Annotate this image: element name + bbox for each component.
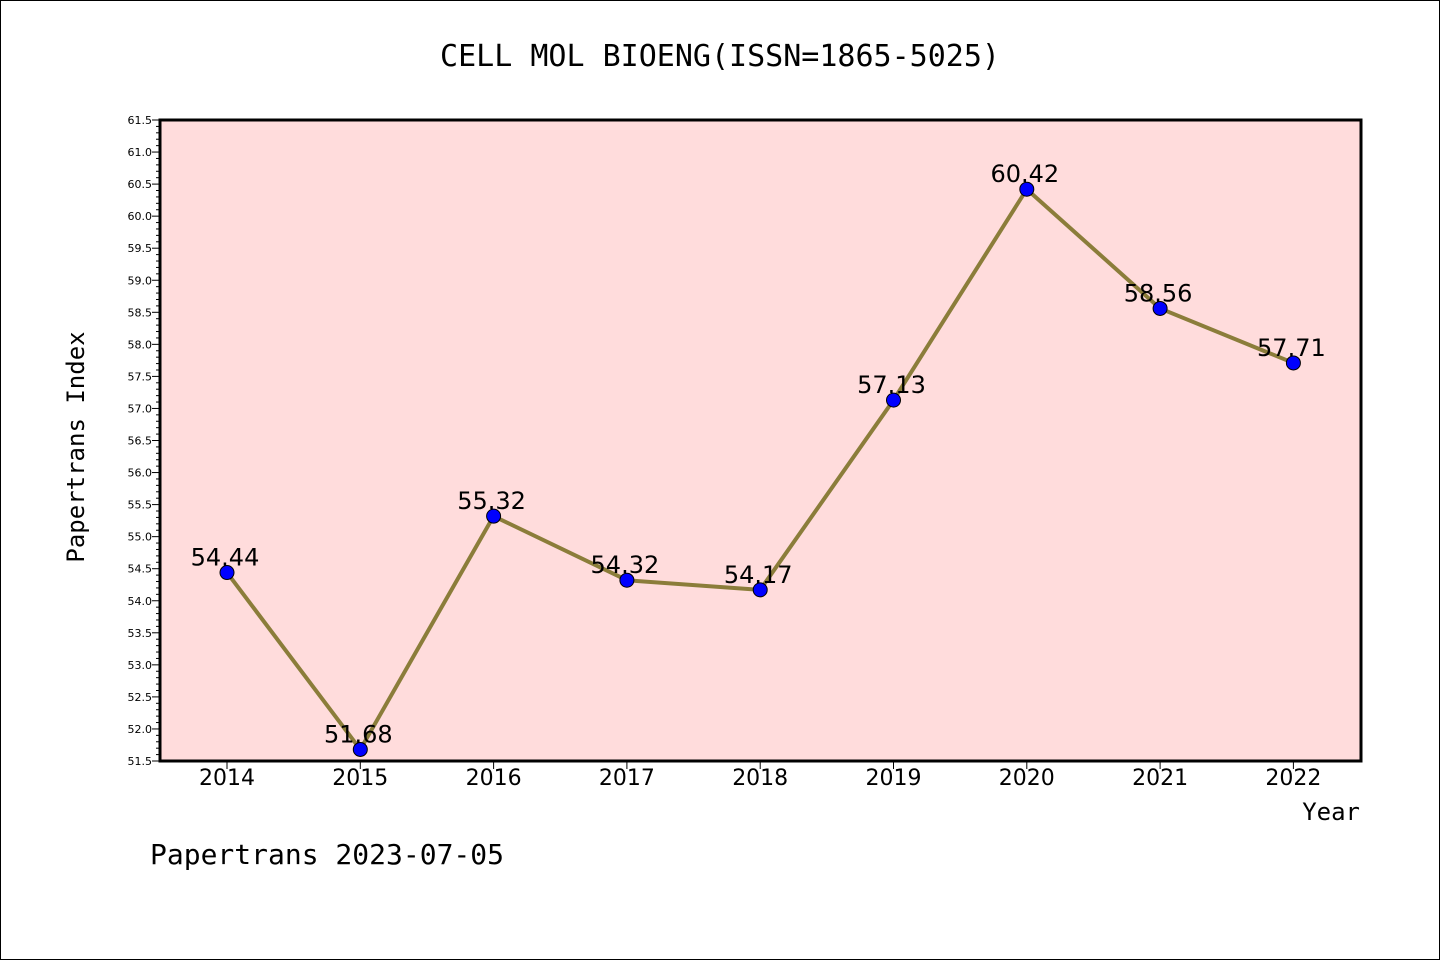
y-tick-label: 61.5 <box>128 114 153 127</box>
x-tick-label: 2020 <box>999 766 1055 791</box>
x-tick-label: 2021 <box>1132 766 1188 791</box>
y-tick-label: 58.5 <box>128 306 153 319</box>
y-tick-label: 52.0 <box>128 723 153 736</box>
series-line-group <box>219 181 1301 757</box>
x-tick-label: 2019 <box>866 766 922 791</box>
data-point <box>619 572 635 588</box>
y-tick-label: 52.5 <box>128 691 153 704</box>
data-label: 60.42 <box>990 160 1059 188</box>
y-tick-label: 55.5 <box>128 499 153 512</box>
y-axis: 51.5 52.0 52.5 53.0 53.5 54.0 54.5 55.0 55.5 56.0… <box>128 114 160 768</box>
x-tick-label: 2016 <box>466 766 522 791</box>
data-label-group: 54.44 51.68 55.32 54.32 54.17 57.13 60.42 58.56… <box>191 160 1326 748</box>
data-point <box>886 392 901 408</box>
data-point <box>1285 355 1301 371</box>
y-tick-label: 53.5 <box>128 627 153 640</box>
x-tick-label: 2015 <box>332 766 388 791</box>
data-label: 55.32 <box>457 487 526 515</box>
data-label: 51.68 <box>324 720 393 748</box>
y-tick-label: 54.0 <box>128 595 153 608</box>
y-tick-label: 60.0 <box>128 210 153 223</box>
data-point <box>352 741 368 757</box>
plot-border <box>158 118 1363 763</box>
y-tick-label: 57.0 <box>128 402 153 415</box>
data-point <box>1019 181 1035 197</box>
y-tick-label: 51.5 <box>128 755 153 768</box>
data-label: 58.56 <box>1124 279 1193 307</box>
y-axis-label: Papertrans Index <box>62 331 90 562</box>
data-label: 54.17 <box>724 561 793 589</box>
y-tick-label: 55.0 <box>128 531 153 544</box>
x-tick-label: 2022 <box>1265 766 1321 791</box>
x-axis: 2014 2015 2016 2017 2018 2019 2020 2021 2022 <box>199 761 1321 791</box>
x-tick-label: 2018 <box>732 766 788 791</box>
y-tick-label: 59.5 <box>128 242 153 255</box>
plot-area <box>160 120 1361 761</box>
x-tick-label: 2017 <box>599 766 655 791</box>
data-point <box>486 508 502 524</box>
y-tick-label: 58.0 <box>128 338 153 351</box>
data-label: 54.44 <box>191 544 260 572</box>
data-label: 57.71 <box>1257 334 1326 362</box>
y-tick-label: 57.5 <box>128 370 153 383</box>
footer-note: Papertrans 2023-07-05 <box>150 838 504 871</box>
data-label: 54.32 <box>591 551 660 579</box>
x-tick-label: 2014 <box>199 766 255 791</box>
y-tick-label: 59.0 <box>128 274 153 287</box>
data-point <box>1152 300 1168 316</box>
y-tick-label: 60.5 <box>128 178 153 191</box>
y-tick-label: 56.5 <box>128 435 153 448</box>
data-point <box>752 582 768 598</box>
y-tick-label: 61.0 <box>128 146 153 159</box>
y-tick-label: 56.0 <box>128 467 153 480</box>
y-tick-label: 53.0 <box>128 659 153 672</box>
data-label: 57.13 <box>857 371 926 399</box>
data-point <box>219 565 235 581</box>
x-axis-label: Year <box>1302 798 1360 826</box>
chart-title: CELL MOL BIOENG(ISSN=1865-5025) <box>440 39 1000 74</box>
y-tick-label: 54.5 <box>128 563 153 576</box>
